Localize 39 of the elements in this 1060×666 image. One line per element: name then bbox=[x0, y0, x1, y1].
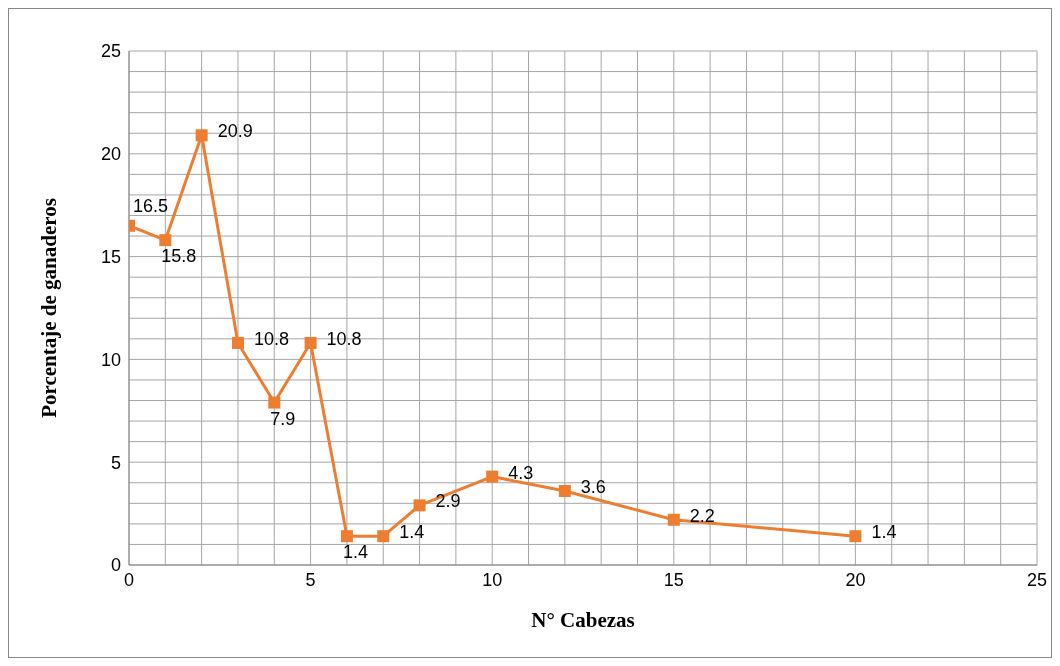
point bbox=[486, 470, 499, 483]
data-label: 1.4 bbox=[399, 522, 425, 543]
x-tick-label: 5 bbox=[305, 569, 316, 590]
x-tick-label: 15 bbox=[663, 569, 684, 590]
point bbox=[667, 513, 680, 526]
y-tick-label: 20 bbox=[100, 144, 121, 165]
data-label: 16.5 bbox=[133, 195, 169, 216]
x-tick-label: 20 bbox=[845, 569, 866, 590]
y-tick-label: 25 bbox=[100, 41, 121, 62]
data-label: 7.9 bbox=[270, 408, 296, 429]
data-label: 4.3 bbox=[508, 462, 534, 483]
point bbox=[849, 530, 862, 543]
y-tick-label: 15 bbox=[100, 246, 121, 267]
x-tick-label: 25 bbox=[1026, 569, 1048, 590]
y-tick-label: 10 bbox=[100, 349, 121, 370]
data-label: 1.4 bbox=[871, 522, 897, 543]
point bbox=[558, 484, 571, 497]
point bbox=[268, 396, 281, 409]
point bbox=[304, 336, 317, 349]
point bbox=[195, 129, 208, 142]
data-label: 20.9 bbox=[217, 121, 253, 142]
data-label: 10.8 bbox=[326, 328, 362, 349]
x-tick-label: 0 bbox=[123, 569, 135, 590]
x-tick-label: 10 bbox=[482, 569, 503, 590]
point bbox=[340, 530, 353, 543]
y-tick-label: 0 bbox=[110, 555, 121, 576]
y-axis-title: Porcentaje de ganaderos bbox=[37, 198, 62, 418]
data-label: 10.8 bbox=[253, 328, 290, 349]
data-label: 1.4 bbox=[342, 542, 368, 563]
y-tick-label: 5 bbox=[110, 452, 121, 473]
point bbox=[413, 499, 426, 512]
x-axis-title: N° Cabezas bbox=[531, 608, 635, 632]
point bbox=[377, 530, 390, 543]
point bbox=[231, 336, 244, 349]
point bbox=[159, 234, 172, 247]
data-label: 3.6 bbox=[580, 476, 606, 497]
data-label: 2.2 bbox=[689, 505, 715, 526]
data-label: 15.8 bbox=[161, 246, 197, 267]
data-label: 2.9 bbox=[435, 491, 461, 512]
